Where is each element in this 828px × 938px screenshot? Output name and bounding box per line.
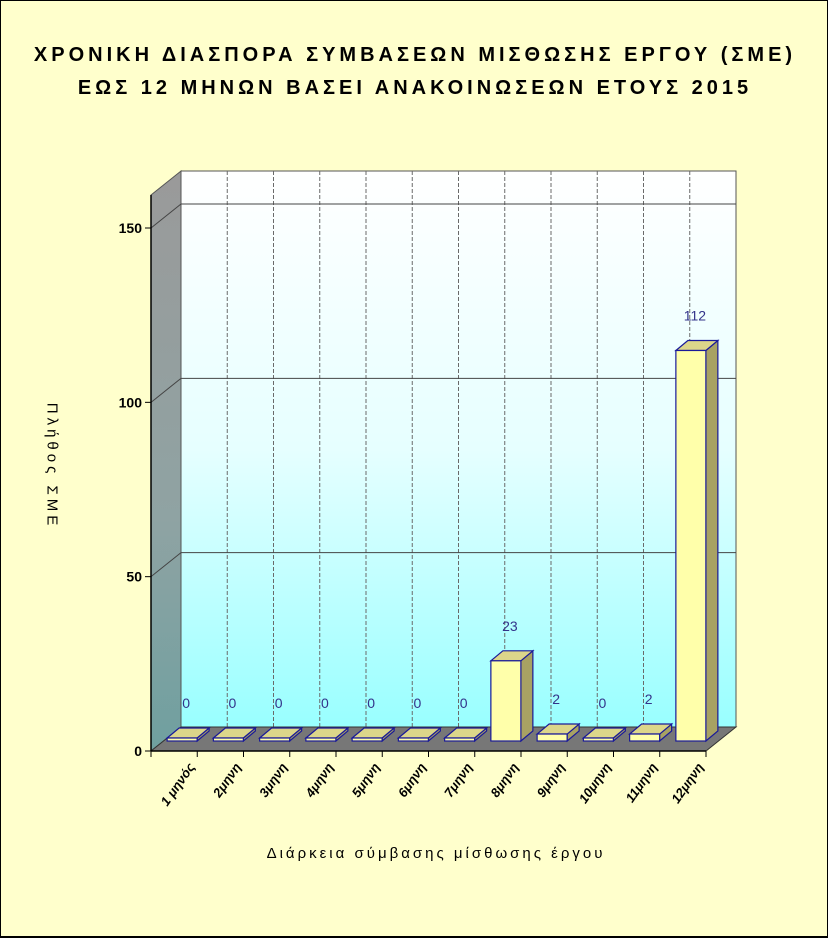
x-tick-label: 9μηνη: [534, 760, 568, 800]
x-tick-label: 6μηνη: [395, 760, 429, 800]
side-wall: [150, 169, 182, 753]
x-tick-label: 11μηνη: [622, 760, 660, 805]
bar-front: [259, 737, 291, 742]
bar-value-label: 23: [502, 618, 518, 634]
bar-front: [444, 737, 476, 742]
bar-value-label: 112: [684, 307, 707, 323]
bar-side: [705, 339, 719, 743]
bar-value-label: 0: [275, 695, 283, 711]
bar-front: [536, 733, 568, 742]
x-tick-label: 5μηνη: [349, 760, 383, 800]
chart-title-line-1: ΧΡΟΝΙΚΗ ΔΙΑΣΠΟΡΑ ΣΥΜΒΑΣΕΩΝ ΜΙΣΘΩΣΗΣ ΕΡΓΟ…: [33, 44, 797, 66]
bar-value-label: 0: [460, 695, 468, 711]
bar-front: [582, 737, 614, 742]
bar-front: [166, 737, 198, 742]
x-tick-label: 7μηνη: [441, 760, 475, 800]
bar-value-label: 0: [182, 695, 190, 711]
bar: [581, 726, 628, 743]
bar-value-label: 0: [228, 695, 236, 711]
x-tick-label: 8μηνη: [487, 760, 521, 800]
bar: [627, 722, 674, 743]
bar: [396, 726, 443, 743]
y-tick-label: 0: [134, 743, 142, 759]
bar-front: [351, 737, 383, 742]
x-tick-label: 3μηνη: [256, 760, 290, 800]
y-axis-label: Πλήθος ΣΜΕ: [43, 402, 61, 530]
bar: [350, 726, 396, 743]
bar: [257, 726, 304, 743]
x-tick-label: 4μηνη: [302, 760, 337, 801]
bar-value-label: 2: [552, 691, 560, 707]
x-tick-label: 2μηνη: [209, 760, 244, 801]
y-tick-label: 50: [126, 569, 142, 585]
bar: [165, 726, 211, 743]
gridline-side: [150, 552, 182, 578]
bar: [535, 722, 581, 743]
bar-front: [675, 349, 707, 742]
bar: [674, 339, 720, 743]
gridline-side: [150, 203, 182, 229]
y-tick-label: 150: [119, 220, 143, 236]
gridline-side: [150, 377, 182, 403]
bar-front: [212, 737, 244, 742]
x-tick-label: 12μηνη: [668, 760, 706, 806]
bar: [304, 726, 350, 743]
bar-value-label: 0: [321, 695, 329, 711]
bar-front: [397, 737, 429, 742]
bar-value-label: 2: [645, 691, 653, 707]
bar: [211, 726, 258, 743]
chart-title-line-2: ΕΩΣ 12 ΜΗΝΩΝ ΒΑΣΕΙ ΑΝΑΚΟΙΝΩΣΕΩΝ ΕΤΟΥΣ 20…: [77, 77, 753, 99]
bar-value-label: 0: [598, 695, 606, 711]
x-tick-label: 1 μηνός: [157, 760, 197, 809]
bar: [442, 726, 489, 743]
chart-title: ΧΡΟΝΙΚΗ ΔΙΑΣΠΟΡΑ ΣΥΜΒΑΣΕΩΝ ΜΙΣΘΩΣΗΣ ΕΡΓΟ…: [1, 39, 828, 105]
bar-side: [520, 649, 534, 743]
x-tick-label: 10μηνη: [576, 760, 614, 806]
bar-front: [629, 733, 661, 742]
bar-front: [305, 737, 337, 742]
bar: [489, 649, 535, 743]
bar-front: [490, 660, 522, 742]
y-tick-label: 100: [119, 394, 143, 410]
x-axis-label: Διάρκεια σύμβασης μίσθωσης έργου: [266, 845, 606, 862]
bar-value-label: 0: [367, 695, 375, 711]
bar-value-label: 0: [413, 695, 421, 711]
